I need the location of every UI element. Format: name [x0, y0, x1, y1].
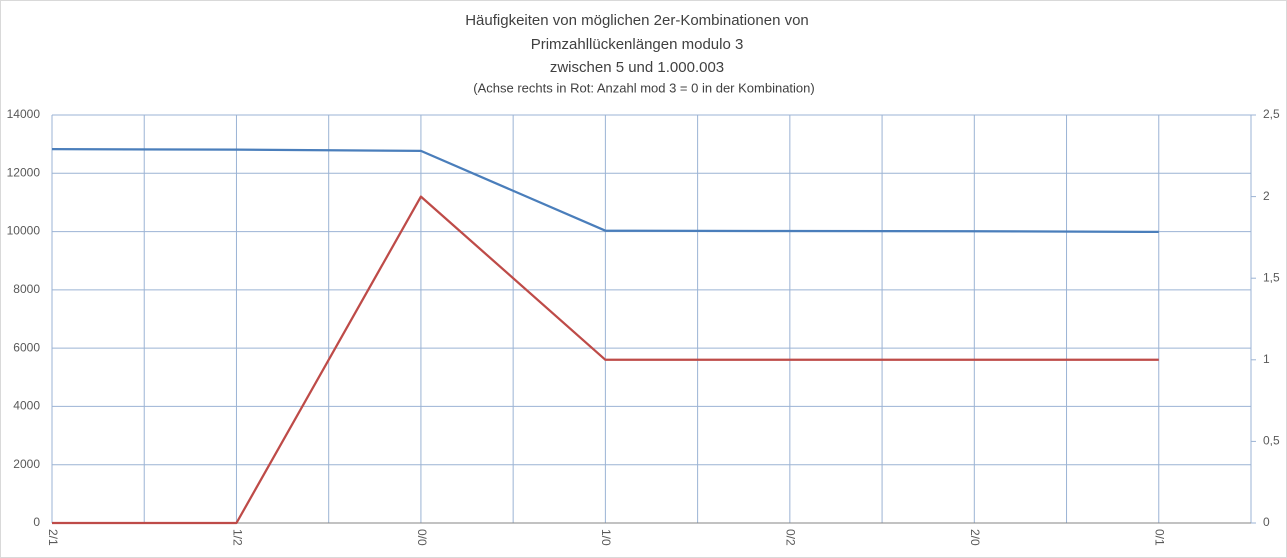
series-line	[52, 195, 1159, 525]
y-tick-label: 4000	[13, 399, 40, 413]
x-tick-label: 0/0	[415, 529, 429, 546]
y-tick-label: 0	[33, 515, 40, 529]
y-tick-label: 14000	[7, 107, 41, 121]
y-tick-label: 10000	[7, 224, 41, 238]
y2-tick-label: 1	[1263, 352, 1270, 366]
x-tick-label: 1/2	[230, 529, 244, 546]
x-tick-label: 0/1	[1153, 529, 1167, 546]
y2-tick-label: 1,5	[1263, 270, 1280, 284]
chart-title: Primzahllückenlängen modulo 3	[531, 36, 744, 53]
y-tick-label: 12000	[7, 165, 41, 179]
y2-tick-label: 2,5	[1263, 107, 1280, 121]
chart-title: Häufigkeiten von möglichen 2er-Kombinati…	[465, 12, 809, 29]
series-line	[51, 147, 1159, 233]
y2-tick-label: 2	[1263, 189, 1270, 203]
x-tick-label: 2/1	[46, 529, 60, 546]
chart-title: zwischen 5 und 1.000.003	[550, 59, 724, 76]
x-tick-label: 0/2	[784, 529, 798, 546]
y-tick-label: 6000	[13, 340, 40, 354]
y2-tick-label: 0	[1263, 515, 1270, 529]
y-tick-label: 8000	[13, 282, 40, 296]
chart-subtitle: (Achse rechts in Rot: Anzahl mod 3 = 0 i…	[473, 80, 814, 95]
y2-tick-label: 0,5	[1263, 434, 1280, 448]
y-tick-label: 2000	[13, 457, 40, 471]
x-tick-label: 2/0	[968, 529, 982, 546]
x-tick-label: 1/0	[599, 529, 613, 546]
